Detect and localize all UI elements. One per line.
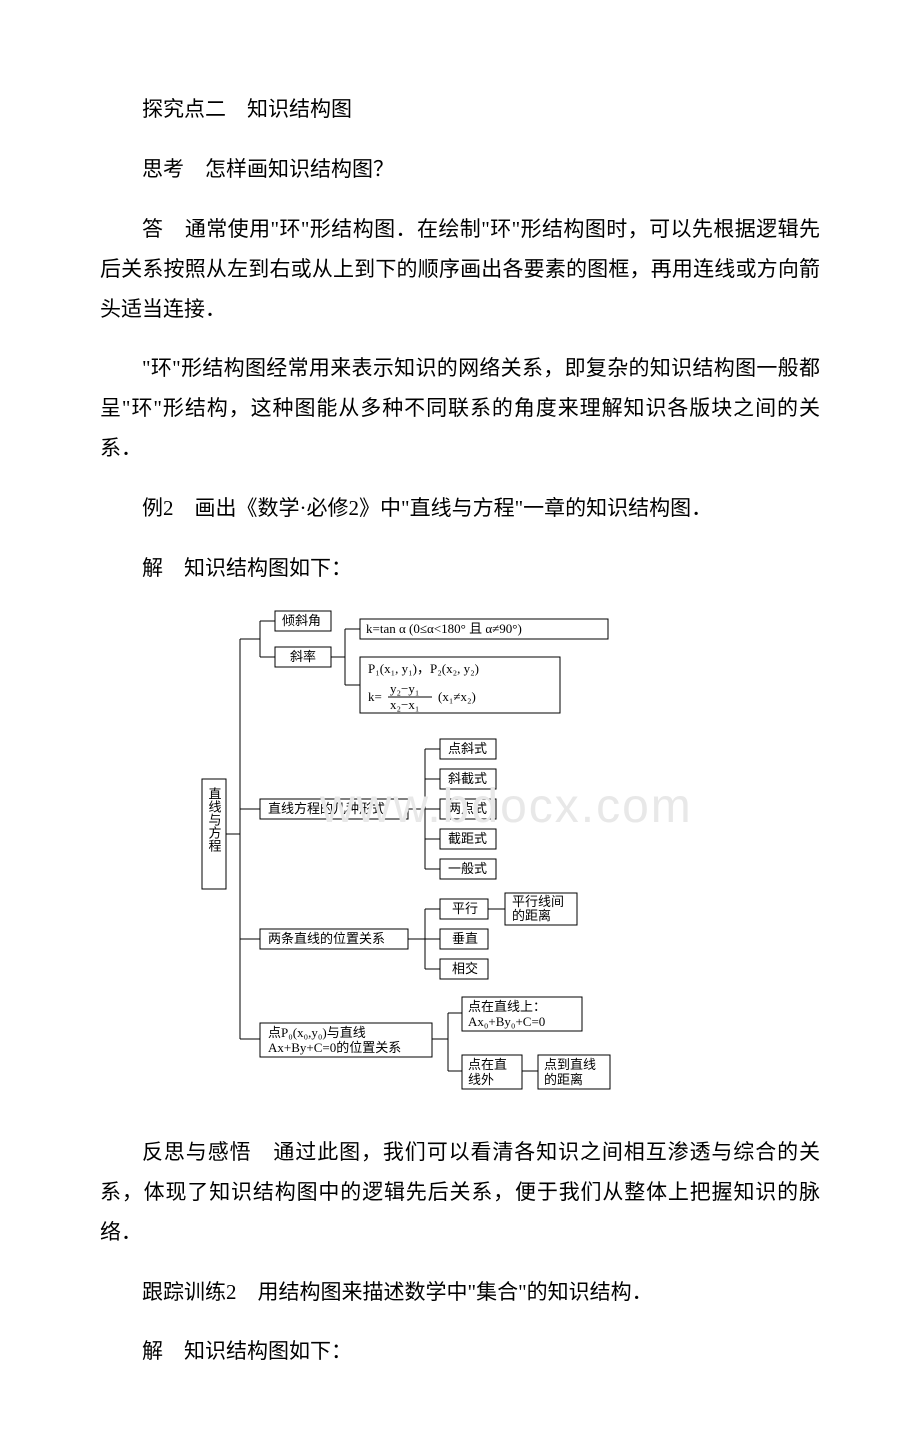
b1-formula2b-cond: (x₁≠x₂) (438, 689, 476, 704)
b1-formula2b-den: x₂−x₁ (390, 697, 419, 712)
b4-dist-l2: 的距离 (544, 1072, 583, 1087)
b4-title-l2: Ax+By+C=0的位置关系 (268, 1040, 401, 1055)
followup-exercise: 跟踪训练2 用结构图来描述数学中"集合"的知识结构． (100, 1273, 820, 1313)
answer-p2: "环"形结构图经常用来表示知识的网络关系，即复杂的知识结构图一般都呈"环"形结构… (100, 349, 820, 469)
b1-formula1: k=tan α (0≤α<180° 且 α≠90°) (366, 621, 522, 636)
b4-online-l1: 点在直线上： (468, 999, 546, 1014)
solution-label: 解 知识结构图如下： (100, 549, 820, 589)
b3-parallel-dist2: 的距离 (512, 908, 551, 923)
b2-item-4: 一般式 (448, 861, 487, 876)
b4-online-l2: Ax₀+By₀+C=0 (468, 1014, 545, 1029)
b3-parallel-dist: 平行线间 (512, 894, 564, 909)
knowledge-structure-diagram: www.bdocx.com 直线与方程 倾斜角 斜率 k=tan α (0≤α<… (200, 609, 760, 1109)
b1-formula2a: P₁(x₁, y₁)，P₂(x₂, y₂) (368, 661, 479, 676)
section-heading: 探究点二 知识结构图 (100, 90, 820, 130)
b4-title-l1: 点P₀(x₀,y₀)与直线 (268, 1025, 366, 1040)
b4-offline-l2: 线外 (468, 1072, 494, 1087)
b1-formula2b-num: y₂−y₁ (390, 681, 419, 696)
b3-item-1: 垂直 (452, 931, 478, 946)
b4-offline-l1: 点在直 (468, 1057, 507, 1072)
example-label: 例2 画出《数学·必修2》中"直线与方程"一章的知识结构图． (100, 489, 820, 529)
b2-item-1: 斜截式 (448, 771, 487, 786)
b2-item-3: 截距式 (448, 831, 487, 846)
b4-dist-l1: 点到直线 (544, 1057, 596, 1072)
b1-node1: 倾斜角 (282, 613, 321, 628)
diagram-svg: 直线与方程 倾斜角 斜率 k=tan α (0≤α<180° 且 α≠90°) … (200, 609, 760, 1109)
b1-node2: 斜率 (290, 649, 316, 664)
b1-formula2b-left: k= (368, 689, 382, 704)
b2-item-0: 点斜式 (448, 741, 487, 756)
b3-title: 两条直线的位置关系 (268, 931, 385, 946)
b3-item-2: 相交 (452, 961, 478, 976)
b2-item-2: 两点式 (448, 801, 487, 816)
followup-solution-label: 解 知识结构图如下： (100, 1332, 820, 1372)
b3-item-0: 平行 (452, 901, 478, 916)
think-question: 思考 怎样画知识结构图？ (100, 150, 820, 190)
b2-title: 直线方程的几种形式 (268, 801, 385, 816)
reflection: 反思与感悟 通过此图，我们可以看清各知识之间相互渗透与综合的关系，体现了知识结构… (100, 1133, 820, 1253)
root-label: 直线与方程 (207, 787, 222, 853)
answer-p1: 答 通常使用"环"形结构图．在绘制"环"形结构图时，可以先根据逻辑先后关系按照从… (100, 210, 820, 330)
